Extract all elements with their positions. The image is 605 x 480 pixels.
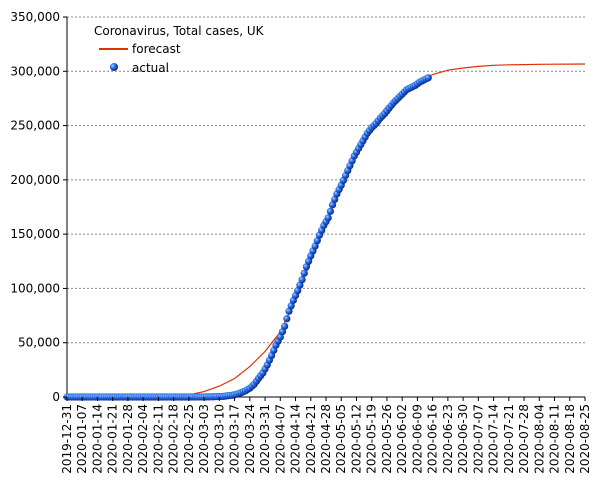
x-tick-label: 2020-02-11 (151, 404, 165, 474)
x-tick-label: 2020-05-19 (365, 404, 379, 474)
x-axis-ticks: 2019-12-31 2020-01-07 2020-01-14 2020-01-21… (60, 397, 592, 474)
forecast-line (66, 63, 586, 398)
x-tick-label: 2020-04-21 (304, 404, 318, 474)
actual-point (294, 287, 302, 295)
forecast-series (66, 63, 586, 398)
x-tick-label: 2019-12-31 (60, 404, 74, 474)
legend-actual-swatch (110, 63, 118, 71)
x-tick-label: 2020-03-10 (212, 404, 226, 474)
legend-forecast-label: forecast (132, 42, 181, 56)
y-tick-label: 250,000 (10, 119, 60, 133)
x-tick-label: 2020-05-26 (380, 404, 394, 474)
actual-point (298, 276, 306, 284)
actual-point (328, 201, 337, 209)
x-tick-label: 2020-02-25 (182, 404, 196, 474)
x-tick-label: 2020-06-02 (395, 404, 409, 474)
x-tick-label: 2020-04-14 (289, 404, 303, 474)
x-tick-label: 2020-01-28 (121, 404, 135, 474)
legend-title: Coronavirus, Total cases, UK (94, 24, 265, 38)
y-tick-label: 150,000 (10, 227, 60, 241)
legend: Coronavirus, Total cases, UK forecast ac… (94, 24, 265, 75)
x-tick-label: 2020-05-05 (334, 404, 348, 474)
x-tick-label: 2020-07-28 (517, 404, 531, 474)
x-tick-label: 2020-06-09 (410, 404, 424, 474)
y-tick-label: 300,000 (10, 64, 60, 78)
x-tick-label: 2020-03-24 (243, 404, 257, 474)
actual-point (302, 263, 311, 271)
y-axis-ticks: 0 50,000 100,000 150,000 200,000 250,000 300,0… (10, 10, 67, 404)
x-tick-label: 2020-08-04 (532, 404, 546, 474)
x-tick-label: 2020-08-11 (548, 404, 562, 474)
actual-point (281, 322, 289, 330)
x-tick-label: 2020-01-14 (90, 404, 104, 474)
x-tick-label: 2020-02-04 (136, 404, 150, 474)
y-tick-label: 0 (52, 390, 60, 404)
x-tick-label: 2020-04-07 (273, 404, 287, 474)
actual-point (424, 74, 432, 82)
x-tick-label: 2020-07-14 (487, 404, 501, 474)
actual-series (63, 74, 432, 401)
actual-point (331, 195, 339, 203)
actual-point (283, 315, 291, 323)
actual-point (326, 207, 334, 215)
x-tick-label: 2020-08-18 (563, 404, 577, 474)
x-tick-label: 2020-07-07 (471, 404, 485, 474)
x-tick-label: 2020-04-28 (319, 404, 333, 474)
x-tick-label: 2020-07-21 (502, 404, 516, 474)
y-tick-label: 200,000 (10, 173, 60, 187)
actual-point (287, 302, 295, 310)
x-tick-label: 2020-03-31 (258, 404, 272, 474)
x-tick-label: 2020-06-30 (456, 404, 470, 474)
x-tick-label: 2020-01-21 (106, 404, 120, 474)
legend-actual-label: actual (132, 61, 169, 75)
actual-point (313, 237, 321, 245)
x-tick-label: 2020-06-23 (441, 404, 455, 474)
actual-point (296, 281, 304, 289)
y-tick-label: 350,000 (10, 10, 60, 24)
x-tick-label: 2020-03-17 (228, 404, 242, 474)
x-tick-label: 2020-08-25 (578, 404, 592, 474)
x-tick-label: 2020-05-12 (349, 404, 363, 474)
actual-point (304, 257, 313, 265)
x-tick-label: 2020-02-18 (167, 404, 181, 474)
actual-point (300, 269, 308, 277)
y-tick-label: 50,000 (18, 336, 60, 350)
actual-point (285, 307, 293, 315)
actual-point (311, 242, 319, 250)
x-tick-label: 2020-03-03 (197, 404, 211, 474)
x-tick-label: 2020-06-16 (426, 404, 440, 474)
y-tick-label: 100,000 (10, 281, 60, 295)
actual-point (324, 214, 332, 222)
x-tick-label: 2020-01-07 (75, 404, 89, 474)
